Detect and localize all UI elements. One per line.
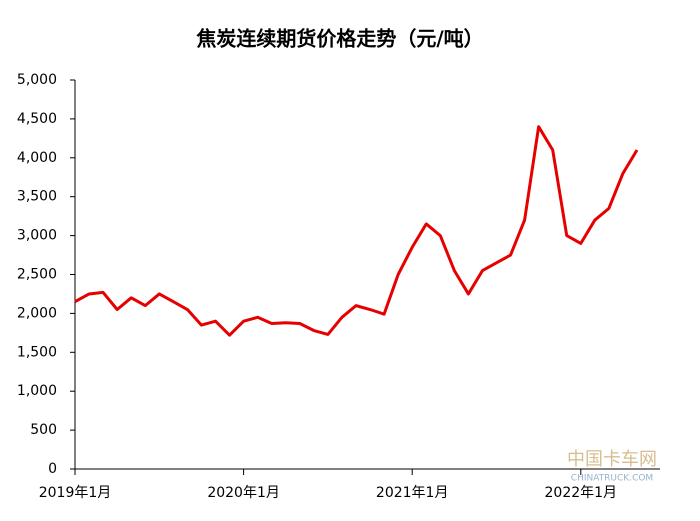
x-tick-label: 2022年1月	[545, 485, 618, 501]
y-tick-label: 3,500	[17, 189, 57, 205]
y-tick-label: 500	[30, 422, 57, 438]
watermark: 中国卡车网	[567, 449, 657, 470]
chart-title: 焦炭连续期货价格走势（元/吨）	[196, 27, 483, 51]
y-tick-label: 4,000	[17, 150, 57, 166]
y-tick-label: 2,500	[17, 267, 57, 283]
y-tick-label: 4,500	[17, 111, 57, 127]
x-tick-label: 2021年1月	[376, 485, 449, 501]
y-tick-label: 5,000	[17, 72, 57, 88]
y-tick-label: 1,500	[17, 344, 57, 360]
y-tick-label: 2,000	[17, 305, 57, 321]
x-tick-label: 2019年1月	[39, 485, 112, 501]
y-tick-label: 3,000	[17, 228, 57, 244]
y-tick-label: 0	[48, 461, 57, 477]
price-line	[74, 125, 639, 337]
watermark-sub: CHINATRUCK.COM	[571, 474, 653, 484]
y-tick-label: 1,000	[17, 383, 57, 399]
x-tick-label: 2020年1月	[207, 485, 280, 501]
